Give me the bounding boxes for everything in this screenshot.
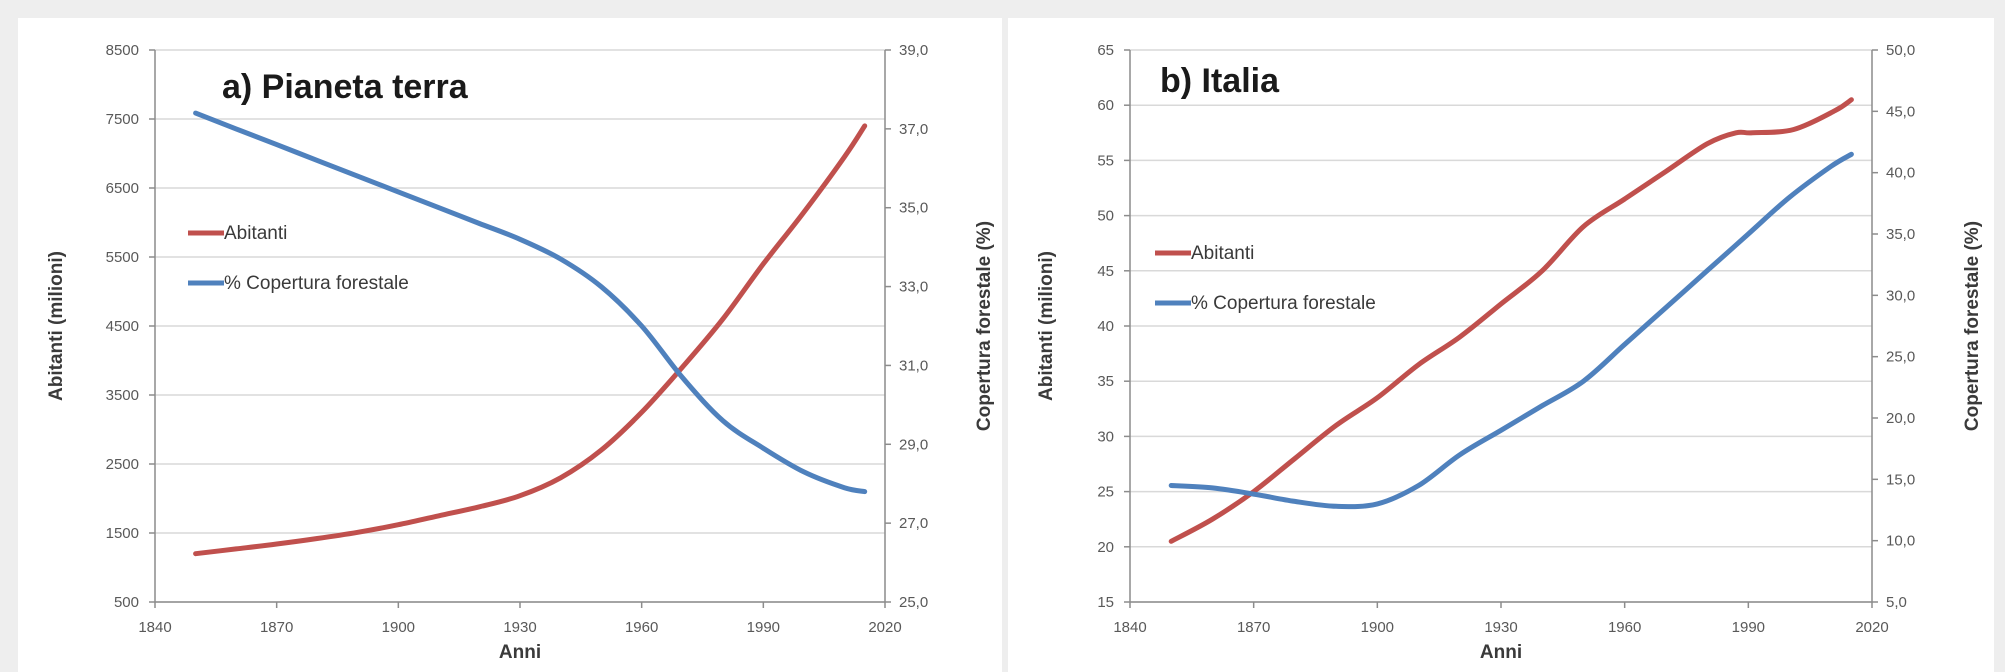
panel-a-title: a) Pianeta terra <box>222 68 469 106</box>
panel-b-y-right-tick-label: 50,0 <box>1886 42 1915 59</box>
panel-a-x-tick-label: 1840 <box>138 619 171 636</box>
panel-a-x-tick-label: 1960 <box>625 619 658 636</box>
panel-a: 500 1500 2500 3500 4500 5500 6500 7500 8500 25,0 2… <box>46 42 995 663</box>
panel-b-y-right-tick-label: 30,0 <box>1886 287 1915 304</box>
panel-b-x-tick-label: 1990 <box>1732 619 1765 636</box>
panel-a-y-right-tick-label: 35,0 <box>899 200 928 217</box>
panel-b: 15 20 25 30 35 40 45 50 55 60 65 5,0 10,0 15,0 20,0 25,… <box>1036 42 1983 663</box>
panel-a-y-right-tick-label: 37,0 <box>899 121 928 138</box>
panel-a-y-tick-label: 6500 <box>106 180 139 197</box>
panel-b-y-right-tick-label: 5,0 <box>1886 594 1907 611</box>
panel-a-y-right-tick-label: 31,0 <box>899 357 928 374</box>
panel-b-y-right-tick-label: 45,0 <box>1886 103 1915 120</box>
panel-b-y-tick-label: 20 <box>1097 539 1114 556</box>
panel-b-background <box>1008 18 1994 672</box>
panel-b-y-right-tick-label: 20,0 <box>1886 410 1915 427</box>
panel-b-title: b) Italia <box>1160 62 1280 100</box>
panel-a-y-right-tick-label: 33,0 <box>899 279 928 296</box>
panel-b-y-tick-label: 45 <box>1097 263 1114 280</box>
panel-b-x-tick-label: 1900 <box>1361 619 1394 636</box>
panel-a-y-tick-label: 3500 <box>106 387 139 404</box>
panel-a-x-tick-label: 1990 <box>747 619 780 636</box>
panel-a-y-tick-label: 2500 <box>106 456 139 473</box>
panel-a-y-tick-label: 7500 <box>106 111 139 128</box>
panel-b-x-axis-label: Anni <box>1480 642 1522 663</box>
panel-b-y-axis-label: Abitanti (milioni) <box>1036 251 1057 401</box>
panel-a-series-line-copertura-forestale <box>193 110 868 495</box>
panel-b-legend-label: Abitanti <box>1191 243 1254 264</box>
panel-a-y-right-tick-label: 29,0 <box>899 436 928 453</box>
panel-b-y-axis-right-label: Copertura forestale (%) <box>1962 221 1983 431</box>
panel-b-y-tick-label: 50 <box>1097 208 1114 225</box>
panel-b-y-tick-label: 55 <box>1097 152 1114 169</box>
panel-b-y-right-tick-label: 15,0 <box>1886 471 1915 488</box>
panel-b-y-tick-label: 25 <box>1097 484 1114 501</box>
panel-a-y-right-tick-label: 27,0 <box>899 515 928 532</box>
panel-a-y-right-tick-label: 39,0 <box>899 42 928 59</box>
panel-a-y-axis-label: Abitanti (milioni) <box>46 251 67 401</box>
panel-b-y-right-tick-label: 25,0 <box>1886 349 1915 366</box>
panel-b-x-tick-label: 1840 <box>1113 619 1146 636</box>
panel-a-y-tick-label: 500 <box>114 594 139 611</box>
panel-b-y-tick-label: 35 <box>1097 373 1114 390</box>
panel-a-y-axis-right-label: Copertura forestale (%) <box>974 221 995 431</box>
panel-b-y-tick-label: 40 <box>1097 318 1114 335</box>
panel-a-legend-label: % Copertura forestale <box>224 273 409 294</box>
panel-a-y-tick-label: 5500 <box>106 249 139 266</box>
panel-b-y-right-tick-label: 10,0 <box>1886 533 1915 550</box>
panel-a-background <box>18 18 1002 672</box>
panel-b-x-tick-label: 1870 <box>1237 619 1270 636</box>
panel-a-y-tick-label: 4500 <box>106 318 139 335</box>
panel-b-x-tick-label: 1930 <box>1484 619 1517 636</box>
panel-b-x-tick-label: 2020 <box>1855 619 1888 636</box>
panel-b-y-right-tick-label: 35,0 <box>1886 226 1915 243</box>
panel-b-y-tick-label: 30 <box>1097 428 1114 445</box>
panel-a-x-tick-label: 1870 <box>260 619 293 636</box>
panel-a-legend-label: Abitanti <box>224 223 287 244</box>
panel-b-y-tick-label: 60 <box>1097 97 1114 114</box>
panel-b-y-right-tick-label: 40,0 <box>1886 165 1915 182</box>
panel-b-series-line-copertura-forestale <box>1168 151 1854 510</box>
panel-a-x-axis-label: Anni <box>499 642 541 663</box>
panel-a-x-tick-label: 1930 <box>503 619 536 636</box>
panel-b-y-tick-label: 65 <box>1097 42 1114 59</box>
panel-a-x-tick-label: 2020 <box>868 619 901 636</box>
panel-a-series-line-abitanti <box>193 123 868 557</box>
panel-b-legend-label: % Copertura forestale <box>1191 293 1376 314</box>
panel-a-x-tick-label: 1900 <box>382 619 415 636</box>
panel-b-x-tick-label: 1960 <box>1608 619 1641 636</box>
panel-b-y-tick-label: 15 <box>1097 594 1114 611</box>
panel-b-series-line-abitanti <box>1168 97 1854 544</box>
panel-a-y-tick-label: 8500 <box>106 42 139 59</box>
panel-a-y-right-tick-label: 25,0 <box>899 594 928 611</box>
panel-a-y-tick-label: 1500 <box>106 525 139 542</box>
